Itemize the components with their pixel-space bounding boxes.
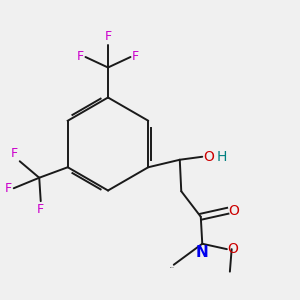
Text: O: O: [227, 242, 238, 256]
Text: H: H: [217, 150, 227, 164]
Text: O: O: [229, 204, 239, 218]
Text: F: F: [132, 50, 139, 64]
Text: F: F: [5, 182, 12, 195]
Text: F: F: [77, 50, 84, 64]
Text: methyl: methyl: [170, 266, 175, 268]
Text: F: F: [11, 147, 18, 160]
Text: N: N: [196, 244, 208, 260]
Text: F: F: [104, 31, 112, 44]
Text: F: F: [37, 203, 44, 216]
Text: O: O: [203, 150, 214, 164]
